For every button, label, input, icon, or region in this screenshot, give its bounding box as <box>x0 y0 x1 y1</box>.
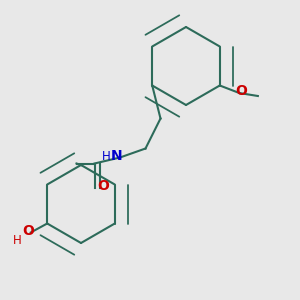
Text: N: N <box>111 149 123 163</box>
Text: O: O <box>235 84 247 98</box>
Text: O: O <box>22 224 34 238</box>
Text: H: H <box>13 233 22 247</box>
Text: O: O <box>97 179 109 193</box>
Text: H: H <box>102 149 111 163</box>
